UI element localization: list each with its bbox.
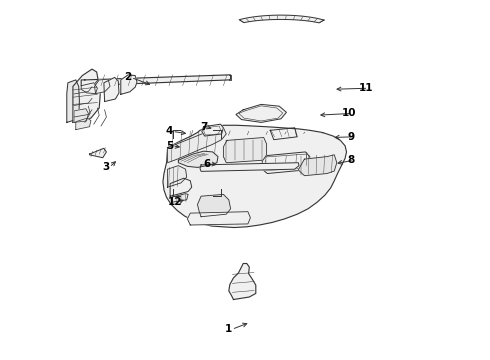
- Polygon shape: [239, 15, 324, 23]
- Text: 3: 3: [103, 162, 110, 172]
- Polygon shape: [178, 151, 218, 167]
- Text: 2: 2: [124, 72, 132, 82]
- Polygon shape: [171, 194, 188, 202]
- Polygon shape: [262, 152, 310, 174]
- Text: 8: 8: [347, 155, 355, 165]
- Polygon shape: [197, 194, 231, 217]
- Polygon shape: [223, 138, 267, 163]
- Text: 5: 5: [166, 141, 173, 151]
- Polygon shape: [67, 80, 79, 122]
- Polygon shape: [104, 77, 119, 102]
- Polygon shape: [168, 128, 226, 163]
- Text: 1: 1: [225, 324, 232, 334]
- Polygon shape: [163, 125, 346, 228]
- Polygon shape: [202, 124, 223, 136]
- Polygon shape: [229, 264, 256, 300]
- Polygon shape: [76, 118, 91, 130]
- Polygon shape: [95, 79, 110, 94]
- Text: 9: 9: [347, 132, 355, 142]
- Polygon shape: [168, 166, 187, 187]
- Polygon shape: [81, 83, 98, 94]
- Polygon shape: [121, 75, 137, 94]
- Text: 7: 7: [200, 122, 207, 132]
- Polygon shape: [270, 128, 297, 140]
- Text: 4: 4: [166, 126, 173, 136]
- Polygon shape: [81, 75, 231, 86]
- Text: 6: 6: [203, 159, 211, 169]
- Polygon shape: [170, 178, 192, 196]
- Text: 11: 11: [358, 83, 373, 93]
- Polygon shape: [90, 148, 106, 158]
- Polygon shape: [73, 69, 100, 122]
- Polygon shape: [200, 163, 299, 171]
- Text: 12: 12: [168, 197, 182, 207]
- Polygon shape: [236, 104, 286, 122]
- Polygon shape: [74, 109, 88, 122]
- Polygon shape: [298, 155, 337, 176]
- Text: 10: 10: [342, 108, 357, 118]
- Polygon shape: [187, 212, 250, 225]
